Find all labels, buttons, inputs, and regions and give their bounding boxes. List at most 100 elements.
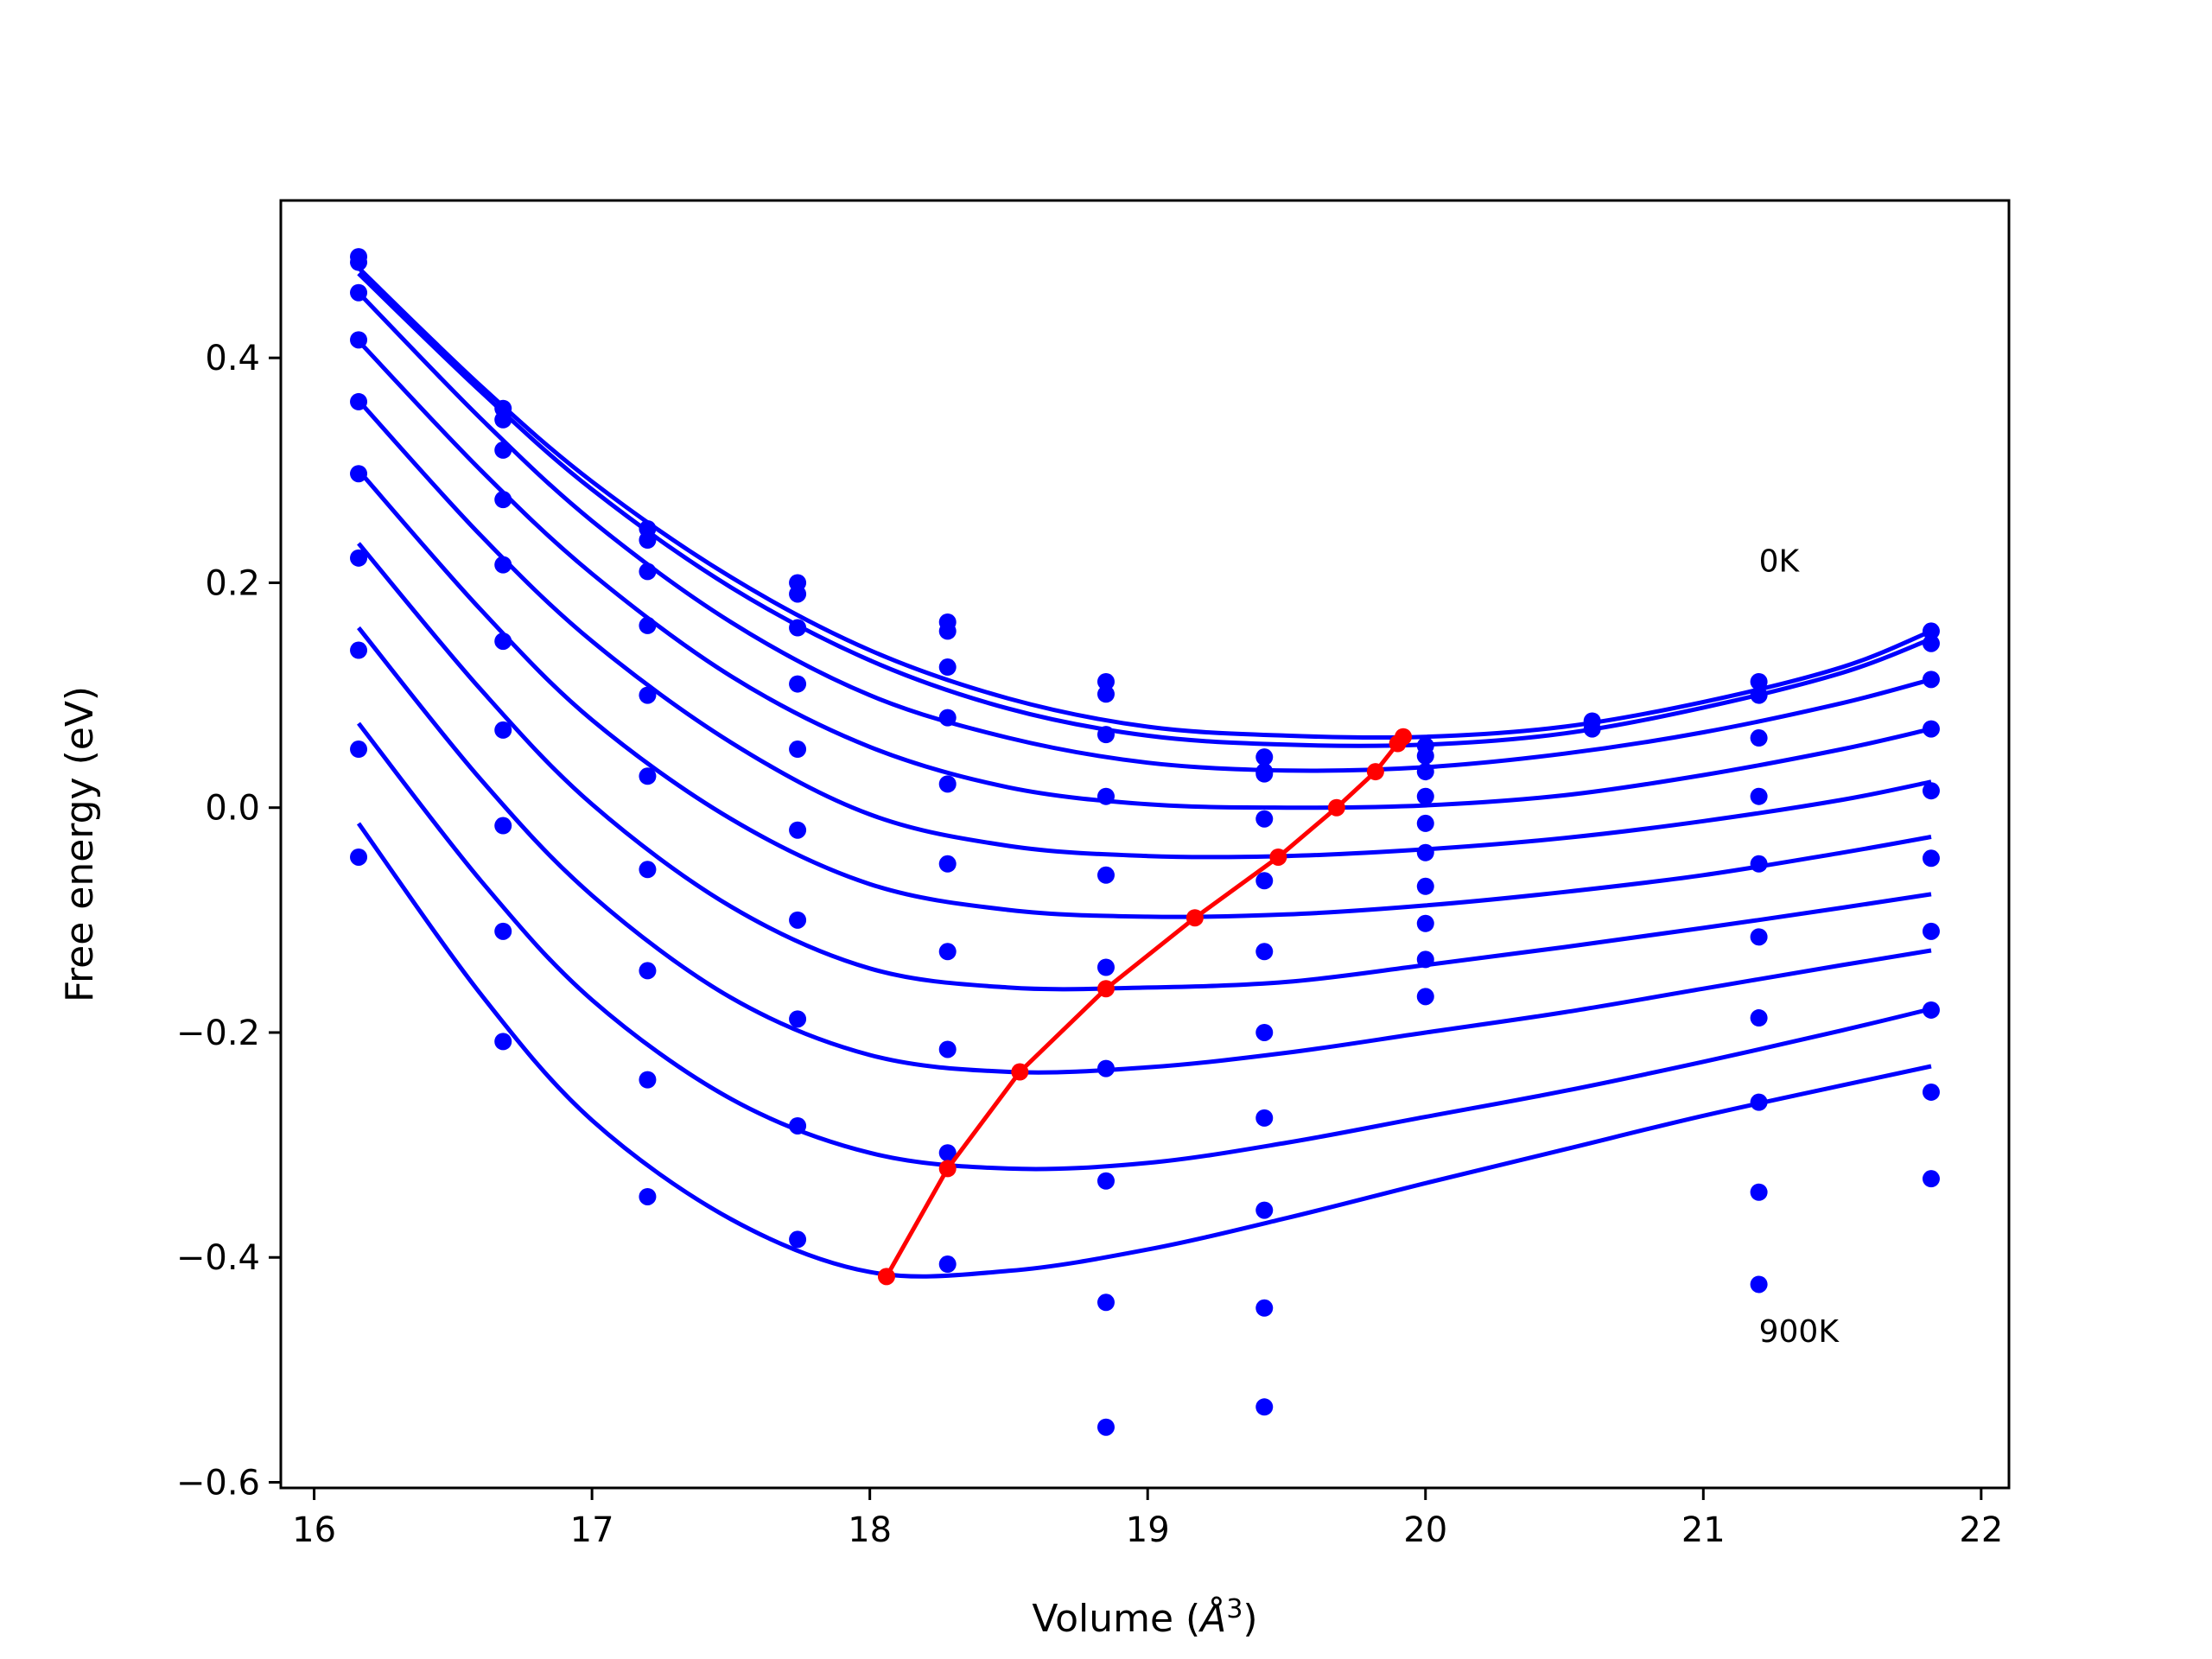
data-point — [639, 1187, 657, 1205]
data-point — [1255, 765, 1274, 783]
data-point — [350, 465, 368, 483]
fit-curves — [356, 266, 1932, 1279]
axis-ticks: 16 17 18 19 20 21 22 −0.6 −0.4 −0.2 0.0 0.2 0.4 — [176, 339, 2003, 1550]
minimum-point — [1269, 848, 1287, 866]
data-point — [1255, 872, 1274, 890]
data-point — [639, 531, 657, 549]
data-point — [789, 1230, 807, 1249]
data-point — [1750, 855, 1768, 873]
data-point — [350, 641, 368, 659]
minimum-point — [938, 1160, 957, 1178]
data-point — [1922, 782, 1940, 800]
data-point — [1255, 1023, 1274, 1041]
data-point — [639, 767, 657, 785]
data-point — [639, 686, 657, 704]
minimum-point — [1366, 763, 1384, 781]
data-point — [1096, 1294, 1115, 1312]
data-point — [1416, 877, 1434, 895]
data-point — [1096, 958, 1115, 976]
data-point — [1416, 988, 1434, 1006]
data-point — [494, 922, 512, 940]
data-point — [1922, 1170, 1940, 1188]
x-tick-label: 17 — [570, 1510, 614, 1550]
data-point — [1255, 1201, 1274, 1219]
data-point — [350, 848, 368, 866]
data-point — [1096, 726, 1115, 744]
fit-curve-5 — [357, 468, 1932, 919]
data-point — [938, 658, 957, 677]
data-point — [789, 675, 807, 693]
data-point — [1255, 1109, 1274, 1127]
minima-line — [877, 728, 1413, 1286]
annotation-label: 0K — [1759, 543, 1801, 579]
fit-curve-1 — [357, 271, 1932, 748]
data-point — [1922, 1083, 1940, 1101]
minima-polyline — [884, 735, 1405, 1278]
y-tick-label: −0.2 — [176, 1014, 260, 1053]
data-point — [1255, 943, 1274, 961]
annotation-label: 900K — [1759, 1314, 1840, 1350]
data-point — [1750, 787, 1768, 805]
data-point — [1096, 672, 1115, 690]
data-point — [789, 1116, 807, 1135]
data-point — [494, 441, 512, 459]
fit-curve-6 — [357, 542, 1932, 992]
data-points — [350, 248, 1940, 1436]
data-point — [1750, 928, 1768, 946]
fit-curve-4 — [357, 398, 1932, 860]
fit-curve-8 — [357, 721, 1932, 1172]
data-point — [1583, 720, 1601, 738]
data-point — [1922, 671, 1940, 689]
y-axis-label: Free energy (eV) — [58, 686, 102, 1002]
data-point — [639, 1071, 657, 1089]
data-point — [789, 741, 807, 759]
data-point — [639, 861, 657, 879]
fit-curve-0 — [357, 266, 1932, 741]
data-point — [494, 491, 512, 509]
data-point — [1750, 686, 1768, 704]
y-tick-label: 0.2 — [205, 563, 260, 603]
fit-curve-7 — [357, 626, 1932, 1075]
minimum-point — [1327, 798, 1345, 817]
data-point — [1255, 748, 1274, 766]
data-point — [1255, 1299, 1274, 1317]
data-point — [1750, 1183, 1768, 1201]
data-point — [1416, 950, 1434, 969]
plot-area-frame — [279, 199, 2011, 1490]
data-point — [350, 253, 368, 271]
data-point — [1922, 634, 1940, 652]
minimum-point — [1096, 980, 1115, 998]
x-tick-label: 21 — [1681, 1510, 1726, 1550]
data-point — [1416, 814, 1434, 832]
data-point — [789, 1010, 807, 1028]
data-point — [938, 1144, 957, 1162]
data-point — [1416, 843, 1434, 861]
data-point — [1922, 622, 1940, 640]
minimum-point — [1185, 909, 1204, 927]
data-point — [1255, 810, 1274, 828]
minimum-point — [1395, 728, 1413, 746]
data-point — [494, 632, 512, 651]
data-point — [494, 556, 512, 574]
minimum-point — [877, 1268, 895, 1286]
data-point — [494, 410, 512, 429]
data-point — [938, 943, 957, 961]
data-point — [1922, 1001, 1940, 1019]
data-point — [1750, 1093, 1768, 1111]
data-point — [494, 721, 512, 739]
data-point — [350, 741, 368, 759]
data-point — [1416, 914, 1434, 932]
data-point — [350, 392, 368, 410]
y-tick-label: −0.4 — [176, 1238, 260, 1278]
data-point — [1922, 922, 1940, 940]
data-point — [1255, 1398, 1274, 1416]
data-point — [1096, 787, 1115, 805]
annotations: 0K 900K — [1759, 543, 1840, 1349]
data-point — [938, 1255, 957, 1274]
data-point — [494, 817, 512, 835]
data-point — [789, 619, 807, 637]
data-point — [350, 283, 368, 302]
data-point — [639, 962, 657, 980]
minimum-point — [1011, 1063, 1029, 1081]
